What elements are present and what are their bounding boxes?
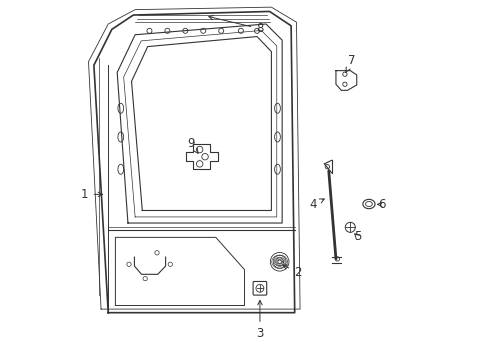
Text: 1: 1: [81, 188, 102, 201]
Text: 4: 4: [309, 198, 324, 211]
Text: 6: 6: [377, 198, 385, 211]
Text: 5: 5: [353, 230, 361, 243]
Text: 7: 7: [345, 54, 355, 73]
Text: 8: 8: [208, 15, 263, 35]
Text: 9: 9: [187, 137, 198, 153]
Text: 3: 3: [256, 300, 263, 340]
Text: 2: 2: [283, 265, 301, 279]
